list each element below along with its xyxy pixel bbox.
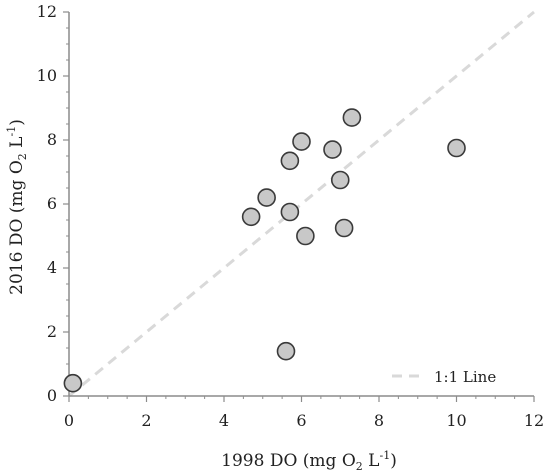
y-tick-label: 12: [37, 2, 57, 21]
one-to-one-line: [68, 10, 535, 398]
data-points: [63, 108, 466, 393]
x-tick-label: 6: [296, 411, 306, 430]
x-axis-title: 1998 DO (mg O2 L-1): [221, 449, 397, 473]
x-tick-label: 12: [524, 411, 544, 430]
axes: 0 2 4 6 8 10 12 0 2 4 6 8 10 12: [37, 2, 545, 430]
y-axis-title: 2016 DO (mg O2 L-1): [5, 119, 29, 295]
data-point: [296, 226, 315, 246]
data-point: [323, 140, 342, 159]
x-tick-label: 10: [446, 411, 466, 430]
legend: 1:1 Line: [392, 368, 496, 386]
y-tick-label: 4: [47, 258, 57, 277]
reference-line-layer: [68, 10, 535, 398]
x-tick-label: 4: [219, 411, 229, 430]
y-tick-label: 8: [47, 130, 57, 149]
data-point: [292, 132, 311, 151]
data-point: [342, 108, 362, 127]
data-point: [276, 341, 296, 361]
data-point: [63, 373, 83, 393]
data-point: [280, 202, 300, 222]
data-point: [447, 138, 466, 158]
x-tick-label: 8: [374, 411, 384, 430]
legend-label: 1:1 Line: [434, 368, 496, 386]
data-point: [330, 170, 350, 190]
data-point: [257, 188, 276, 207]
x-tick-label: 2: [141, 411, 151, 430]
x-tick-label: 0: [64, 411, 74, 430]
y-tick-label: 0: [47, 386, 57, 405]
y-tick-label: 2: [47, 322, 57, 341]
y-tick-label: 6: [47, 194, 57, 213]
data-point: [334, 218, 354, 238]
data-point: [241, 207, 261, 227]
y-tick-label: 10: [37, 66, 57, 85]
data-point: [280, 151, 300, 171]
